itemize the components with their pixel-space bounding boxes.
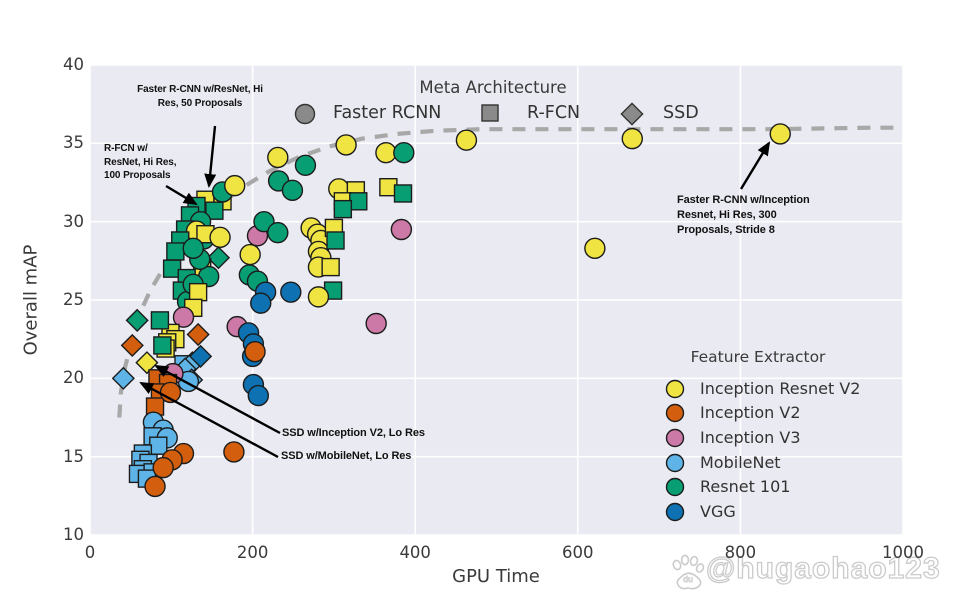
- point-r-fcn-r101: [150, 311, 170, 330]
- annotation-arrow-frcnn-resnet-hires-50prop: [204, 125, 217, 188]
- feature-legend-marker-vgg: [665, 502, 685, 522]
- x-tick-label-200: 200: [236, 543, 269, 562]
- point-r-fcn-r101: [205, 201, 224, 220]
- y-tick-label-10: 10: [63, 525, 84, 544]
- meta-architecture-legend-title: Meta Architecture: [419, 78, 567, 97]
- y-tick-label-20: 20: [63, 368, 84, 388]
- point-r-fcn-irv2: [321, 257, 340, 277]
- point-r-fcn-mn: [149, 436, 168, 455]
- point-faster-rcnn-irv2: [335, 134, 357, 156]
- point-faster-rcnn-iv2: [152, 456, 174, 479]
- feature-extractor-legend-title: Feature Extractor: [690, 348, 826, 366]
- feature-legend-label-r101: Resnet 101: [700, 477, 791, 496]
- x-tick-label-1000: 1000: [882, 543, 924, 562]
- point-faster-rcnn-irv2: [224, 174, 246, 197]
- point-r-fcn-r101: [153, 336, 172, 355]
- annotation-ssd-mobilenet-lores: SSD w/MobileNet, Lo Res: [281, 450, 412, 462]
- annotation-arrow-rfcn-resnet-hires-100prop: [165, 184, 198, 206]
- x-axis-label: GPU Time: [452, 566, 540, 587]
- point-faster-rcnn-irv2: [769, 123, 791, 145]
- point-faster-rcnn-r101: [281, 179, 304, 202]
- feature-legend-label-vgg: VGG: [700, 502, 736, 521]
- x-tick-label-800: 800: [724, 543, 757, 562]
- point-r-fcn-r101: [333, 199, 353, 219]
- annotation-ssd-inceptionv2-lores: SSD w/Inception V2, Lo Res: [282, 427, 425, 439]
- point-faster-rcnn-irv2: [455, 129, 478, 151]
- y-tick-label-30: 30: [63, 211, 84, 231]
- point-r-fcn-r101: [349, 192, 368, 211]
- y-tick-label-40: 40: [63, 55, 84, 74]
- point-r-fcn-r101: [326, 231, 345, 250]
- y-tick-label-15: 15: [63, 446, 84, 466]
- point-faster-rcnn-irv2: [307, 286, 330, 308]
- annotation-frcnn-inception-resnet-300prop: Faster R-CNN w/Inception Resnet, Hi Res,…: [677, 194, 810, 236]
- point-faster-rcnn-r101: [267, 221, 289, 244]
- point-ssd-r101: [125, 308, 149, 332]
- y-tick-label-35: 35: [63, 133, 84, 153]
- point-faster-rcnn-irv2: [239, 243, 261, 266]
- point-faster-rcnn-iv3: [172, 306, 195, 328]
- point-faster-rcnn-iv2: [244, 341, 266, 363]
- feature-legend-marker-mn: [665, 453, 685, 473]
- annotation-rfcn-resnet-hires-100prop: R-FCN w/ ResNet, Hi Res, 100 Proposals: [104, 143, 177, 181]
- y-tick-label-25: 25: [63, 290, 84, 309]
- svg-text:du: du: [683, 575, 693, 584]
- meta-legend-marker-circle: [294, 103, 316, 125]
- meta-legend-marker-diamond: [620, 102, 644, 126]
- point-faster-rcnn-r101: [182, 237, 204, 260]
- x-tick-label-0: 0: [84, 543, 96, 562]
- point-r-fcn-r101: [166, 242, 185, 261]
- annotation-arrow-ssd-inceptionv2-lores: [154, 364, 281, 435]
- feature-legend-marker-iv3: [665, 428, 685, 448]
- point-faster-rcnn-irv2: [209, 226, 231, 249]
- point-faster-rcnn-iv2: [223, 441, 245, 463]
- watermark-handle: @hugaohao123: [705, 551, 941, 585]
- point-ssd-iv2: [186, 322, 210, 347]
- annotation-arrow-frcnn-inception-resnet-300prop: [739, 141, 771, 190]
- point-faster-rcnn-iv3: [390, 218, 413, 241]
- point-faster-rcnn-r101: [393, 142, 415, 164]
- point-ssd-irv2: [135, 351, 159, 375]
- point-faster-rcnn-vgg: [280, 281, 302, 303]
- point-r-fcn-r101: [393, 184, 413, 203]
- meta-legend-marker-square: [481, 104, 499, 122]
- x-tick-label-600: 600: [562, 543, 594, 562]
- feature-legend-label-mn: MobileNet: [700, 453, 781, 472]
- point-faster-rcnn-iv3: [365, 312, 387, 335]
- feature-legend-label-iv3: Inception V3: [700, 428, 801, 447]
- point-ssd-r101: [206, 246, 231, 270]
- point-r-fcn-irv2: [188, 282, 208, 302]
- annotation-frcnn-resnet-hires-50prop: Faster R-CNN w/ResNet, Hi Res, 50 Propos…: [137, 84, 263, 109]
- point-faster-rcnn-iv2: [144, 475, 166, 498]
- point-r-fcn-r101: [162, 259, 182, 278]
- point-faster-rcnn-irv2: [267, 146, 289, 169]
- point-faster-rcnn-irv2: [584, 237, 606, 260]
- x-tick-label-400: 400: [399, 543, 431, 562]
- feature-legend-label-irv2: Inception Resnet V2: [700, 379, 861, 398]
- point-faster-rcnn-irv2: [621, 127, 643, 150]
- point-ssd-iv2: [120, 333, 144, 358]
- y-axis-label: Overall mAP: [20, 244, 42, 356]
- feature-legend-marker-iv2: [665, 403, 685, 423]
- point-ssd-mn: [111, 366, 135, 390]
- point-faster-rcnn-vgg: [250, 292, 272, 314]
- feature-legend-label-iv2: Inception V2: [700, 403, 801, 422]
- annotation-arrow-ssd-mobilenet-lores: [139, 381, 279, 459]
- point-faster-rcnn-irv2: [375, 142, 397, 164]
- feature-legend-marker-irv2: [665, 379, 685, 399]
- point-faster-rcnn-r101: [294, 154, 317, 176]
- meta-legend-label-1: R-FCN: [527, 103, 581, 123]
- point-faster-rcnn-vgg: [247, 384, 269, 407]
- meta-legend-label-0: Faster RCNN: [333, 103, 442, 123]
- feature-legend-marker-r101: [665, 477, 685, 497]
- point-ssd-vgg: [188, 344, 213, 368]
- baidu-paw-icon: du: [672, 554, 705, 590]
- meta-legend-label-2: SSD: [663, 103, 699, 123]
